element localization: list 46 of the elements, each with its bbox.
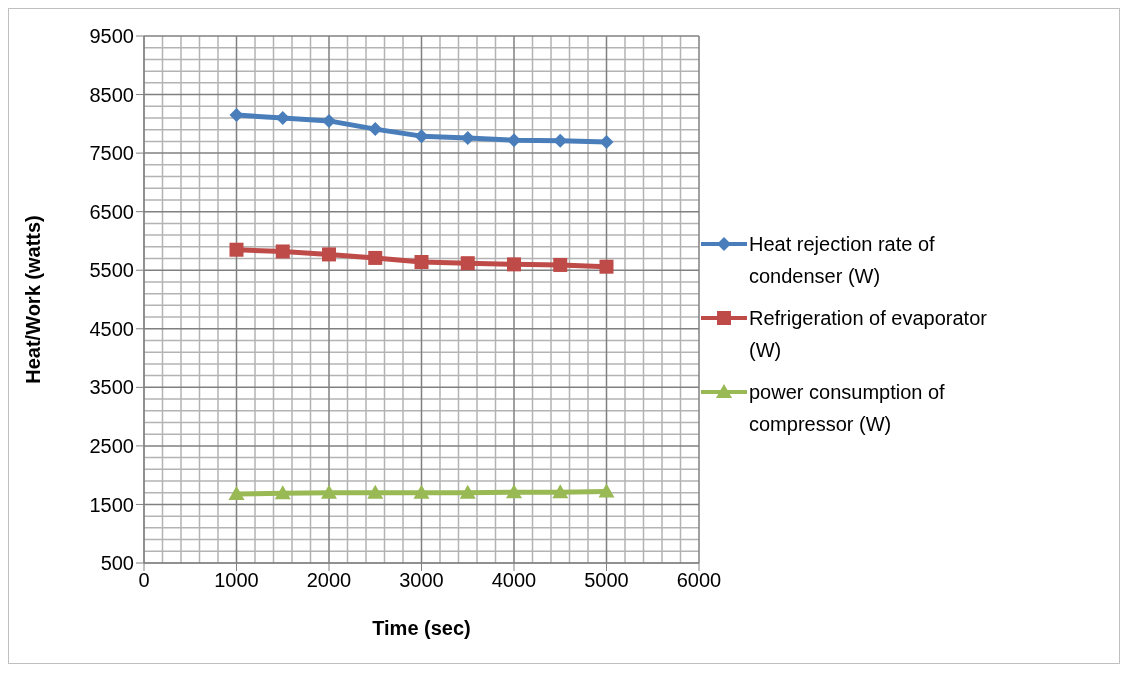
point [507, 257, 521, 272]
point [413, 484, 430, 499]
x-tick-label: 4000 [491, 569, 537, 592]
y-tick-label: 2500 [89, 434, 134, 457]
point [507, 133, 521, 148]
point [322, 113, 336, 128]
y-tick-label: 6500 [89, 200, 134, 223]
point [274, 485, 291, 500]
point [367, 484, 384, 499]
x-tick-label: 5000 [584, 569, 629, 592]
x-tick-label: 1000 [214, 569, 259, 592]
point [275, 244, 290, 259]
x-tick-label: 0 [138, 569, 150, 592]
legend-label: power consumption of compressor (W) [749, 380, 946, 437]
point [229, 108, 244, 123]
legend-label: Heat rejection rate of condenser (W) [749, 232, 936, 289]
x-tick-label: 6000 [676, 569, 722, 592]
y-tick-label: 3500 [89, 376, 134, 399]
point [368, 122, 383, 137]
x-axis-title: Time (sec) [372, 617, 471, 639]
point [552, 484, 569, 499]
point [553, 257, 568, 272]
point [229, 242, 244, 257]
point [459, 484, 476, 499]
y-tick-label: 1500 [89, 493, 134, 516]
y-tick-label: 5500 [89, 259, 134, 282]
point [598, 483, 615, 498]
y-tick-label: 9500 [89, 25, 134, 48]
point [322, 247, 336, 262]
y-tick-label: 8500 [89, 83, 134, 106]
point [368, 250, 383, 265]
point [506, 484, 522, 499]
point [228, 485, 245, 500]
point [321, 484, 337, 499]
y-tick-label: 7500 [89, 142, 134, 165]
y-tick-label: 4500 [89, 317, 134, 340]
x-tick-label: 3000 [399, 569, 444, 592]
point [599, 259, 614, 274]
x-tick-label: 2000 [306, 569, 352, 592]
legend-label: Refrigeration of evaporator (W) [749, 306, 988, 363]
point [553, 133, 568, 148]
point [414, 255, 429, 270]
point [460, 256, 475, 271]
y-tick-label: 500 [100, 552, 134, 575]
y-axis-title: Heat/Work (watts) [22, 215, 45, 384]
point [599, 134, 614, 149]
